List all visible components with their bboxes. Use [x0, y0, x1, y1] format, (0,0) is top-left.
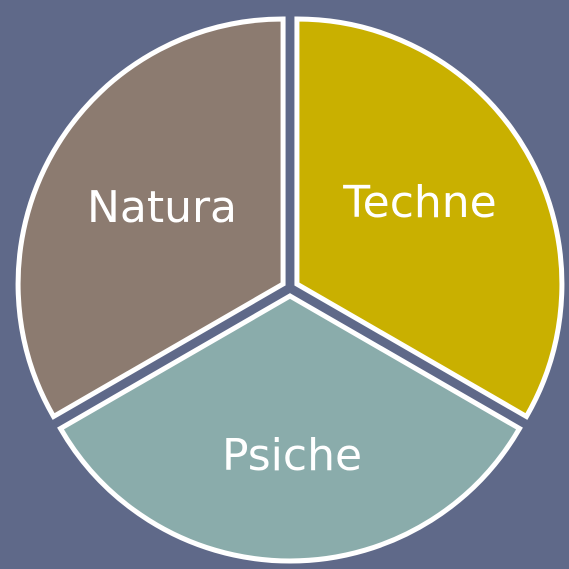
natura-label: Natura — [87, 182, 237, 233]
techne-segment — [294, 16, 565, 420]
natura-segment — [15, 16, 286, 420]
techne-label: Techne — [342, 177, 497, 228]
psiche-segment — [57, 293, 523, 564]
psiche-label: Psiche — [222, 430, 362, 481]
